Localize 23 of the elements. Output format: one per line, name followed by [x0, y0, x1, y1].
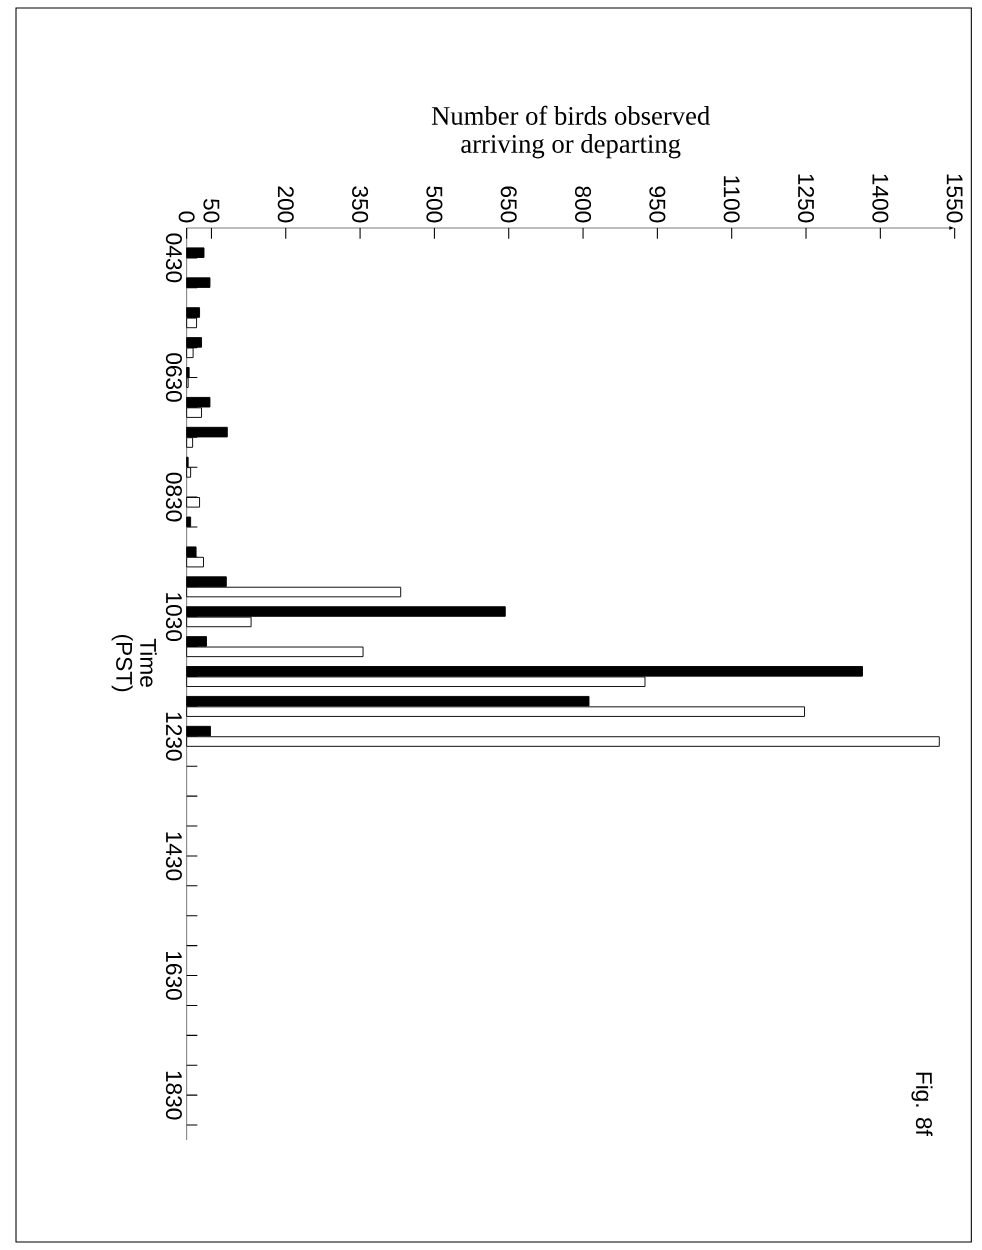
y-axis-title: Time (PST) — [111, 634, 157, 692]
x-tick-label: 350 — [352, 186, 369, 223]
y-tick-label: 0430 — [165, 233, 182, 283]
y-tick-label: 1030 — [165, 593, 182, 642]
y-tick-label: 1430 — [165, 832, 182, 881]
x-tick-label: 500 — [426, 186, 443, 223]
x-tick-label: 50 — [203, 198, 220, 223]
y-tick-label: 1230 — [165, 712, 182, 761]
x-tick-label: 800 — [575, 186, 592, 223]
y-tick-label: 1830 — [165, 1071, 182, 1120]
x-tick-label: 0 — [178, 211, 195, 223]
x-tick-label: 650 — [500, 186, 517, 223]
x-tick-label: 200 — [277, 186, 294, 223]
x-tick-label: 950 — [649, 186, 666, 223]
x-tick-label: 1250 — [797, 174, 815, 223]
y-tick-label: 1630 — [165, 952, 182, 1000]
x-tick-label: 1100 — [723, 176, 740, 223]
y-tick-label: 0830 — [165, 472, 182, 522]
x-tick-label: 1550 — [946, 174, 963, 223]
x-axis-title: Number of birds observed arriving or departing — [431, 105, 710, 159]
x-tick-label: 1400 — [872, 174, 889, 223]
annotation: Fig. 8f — [911, 1072, 933, 1136]
y-tick-label: 0630 — [165, 353, 182, 402]
